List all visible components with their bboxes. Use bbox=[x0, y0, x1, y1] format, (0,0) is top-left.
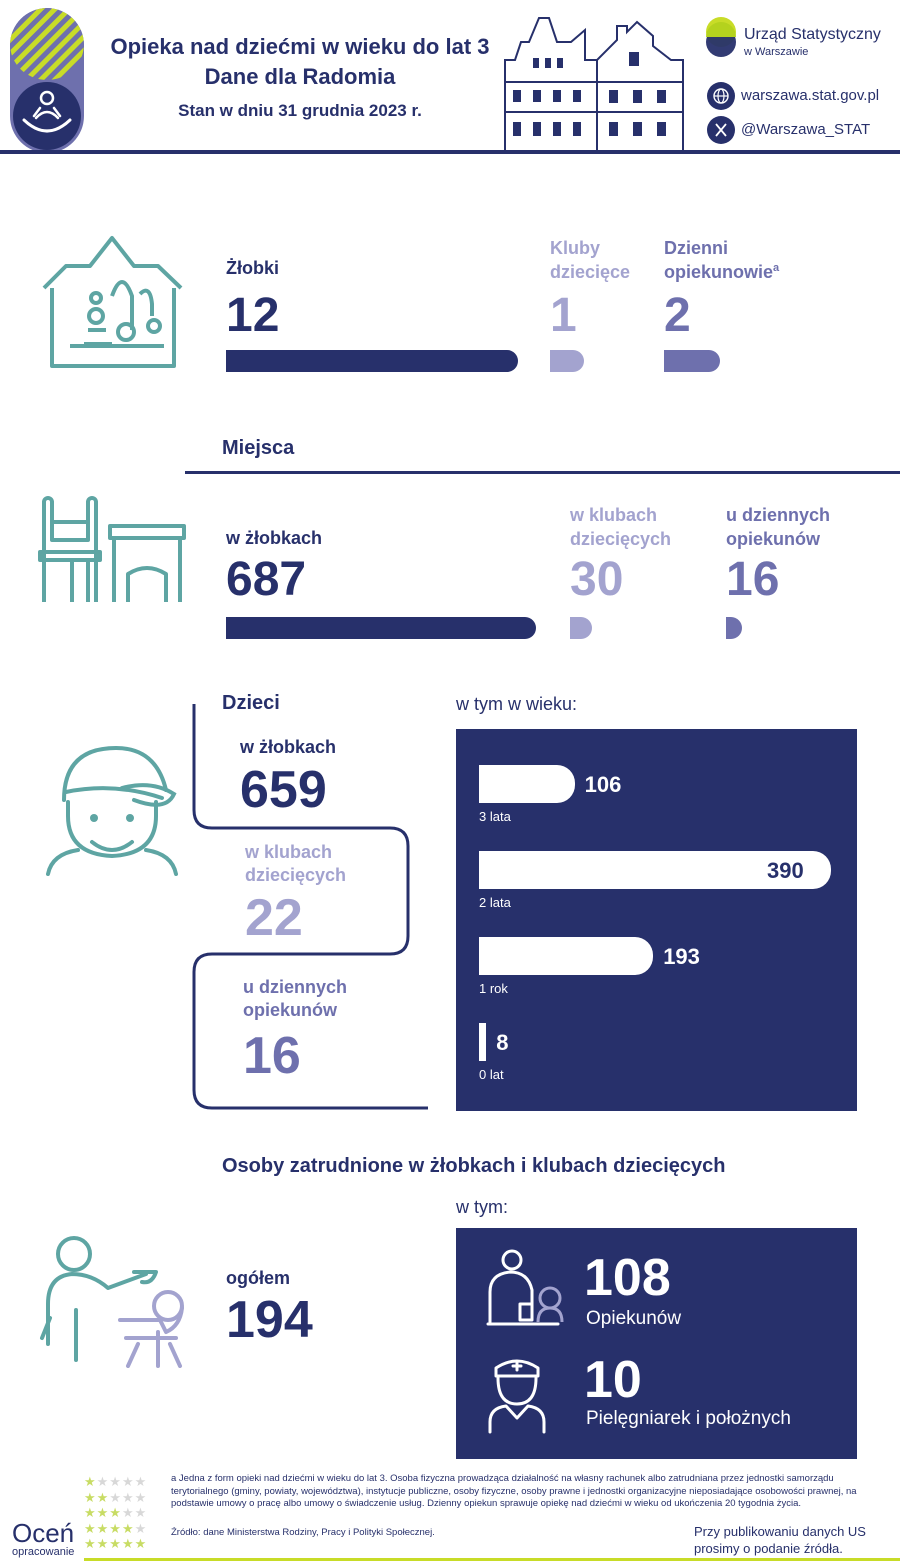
carer-feeding-child-icon bbox=[40, 1236, 184, 1368]
places-label-clubs-line2: dziecięcych bbox=[570, 529, 672, 549]
children-value-carers: 16 bbox=[243, 1027, 301, 1085]
website-link[interactable]: warszawa.stat.gov.pl bbox=[741, 87, 880, 104]
staff-total-label: ogółem bbox=[226, 1268, 291, 1288]
age-bar-label: 1 rok bbox=[479, 981, 508, 996]
age-bar bbox=[479, 937, 654, 975]
children-label-carers-line2: opiekunów bbox=[243, 1000, 337, 1020]
rate-subtitle: opracowanie bbox=[12, 1546, 75, 1558]
org-name: Urząd Statystyczny bbox=[744, 26, 881, 43]
children-label-carers-line1: u dziennych bbox=[243, 977, 348, 997]
rating-row-1[interactable]: ★★★★★ bbox=[84, 1474, 148, 1489]
nurses-value: 10 bbox=[584, 1351, 642, 1409]
page-title-line2: Dane dla Radomia bbox=[204, 64, 396, 89]
facility-label-clubs-line1: Kluby bbox=[550, 238, 601, 258]
places-heading: Miejsca bbox=[222, 437, 295, 459]
places-value-carers: 16 bbox=[726, 553, 780, 606]
places-label-nurseries: w żłobkach bbox=[226, 528, 323, 548]
places-label-carers-line2: opiekunów bbox=[726, 529, 820, 549]
children-label-nurseries: w żłobkach bbox=[240, 737, 337, 757]
facility-label-nurseries: Żłobki bbox=[226, 258, 279, 278]
rating-row-4[interactable]: ★★★★★ bbox=[84, 1520, 148, 1536]
org-city: w Warszawie bbox=[744, 46, 809, 58]
staff-sub-heading: w tym: bbox=[456, 1197, 508, 1217]
rate-title[interactable]: Oceń bbox=[12, 1518, 75, 1548]
facility-label-clubs-line2: dziecięce bbox=[550, 262, 631, 282]
header: Opieka nad dziećmi w wieku do lat 3 Dane… bbox=[0, 0, 900, 160]
facility-bar-clubs bbox=[550, 350, 584, 372]
statistics-office-logo-icon bbox=[706, 17, 736, 57]
publish-note-line2: prosimy o podanie źródła. bbox=[694, 1541, 843, 1556]
footer-lime-line bbox=[84, 1558, 900, 1561]
header-divider bbox=[0, 150, 900, 154]
source-text: Źródło: dane Ministerstwa Rodziny, Pracy… bbox=[171, 1527, 435, 1538]
places-bar-clubs bbox=[570, 617, 592, 639]
age-bar-value: 193 bbox=[663, 944, 700, 969]
children-label-clubs-line2: dziecięcych bbox=[245, 865, 347, 885]
staff-total-value: 194 bbox=[226, 1291, 313, 1349]
children-value-nurseries: 659 bbox=[240, 761, 327, 819]
globe-icon bbox=[707, 82, 735, 110]
footnote-marker: a bbox=[773, 262, 780, 274]
age-chart-heading: w tym w wieku: bbox=[456, 694, 578, 714]
page-title-line1: Opieka nad dziećmi w wieku do lat 3 bbox=[110, 34, 490, 59]
places-bar-carers bbox=[726, 617, 742, 639]
children-value-clubs: 22 bbox=[245, 889, 303, 947]
rating-row-5[interactable]: ★★★★★ bbox=[84, 1536, 148, 1551]
age-bar-value: 106 bbox=[584, 772, 622, 797]
places-value-clubs: 30 bbox=[570, 553, 624, 606]
carer-with-baby-icon bbox=[486, 1249, 564, 1326]
children-label-clubs-line1: w klubach bbox=[245, 842, 333, 862]
carers-label: Opiekunów bbox=[586, 1308, 682, 1329]
age-bar-label: 0 lat bbox=[479, 1067, 504, 1082]
places-bar-nurseries bbox=[226, 617, 536, 639]
town-hall-building-icon bbox=[495, 17, 691, 153]
rating-row-3[interactable]: ★★★★★ bbox=[84, 1505, 148, 1520]
rating-stars[interactable]: ★★★★★ ★★★★★ ★★★★★ ★★★★★ ★★★★★ bbox=[84, 1474, 166, 1552]
facility-value-clubs: 1 bbox=[550, 289, 577, 342]
facility-label-carers-text: opiekunowie bbox=[664, 262, 774, 282]
carers-value: 108 bbox=[584, 1249, 671, 1307]
facility-bar-nurseries bbox=[226, 350, 518, 372]
chair-and-table-icon bbox=[38, 496, 186, 602]
child-with-cap-icon bbox=[46, 745, 178, 876]
staff-heading: Osoby zatrudnione w żłobkach i klubach d… bbox=[222, 1155, 726, 1177]
nursery-building-icon bbox=[42, 236, 183, 368]
x-twitter-icon bbox=[707, 116, 735, 144]
nurse-icon bbox=[488, 1359, 546, 1434]
age-bar-value: 390 bbox=[767, 858, 804, 883]
facility-value-carers: 2 bbox=[664, 289, 691, 342]
age-chart-panel: 106 3 lata 390 2 lata 193 1 rok 8 0 lat bbox=[456, 729, 857, 1111]
age-bar bbox=[479, 1023, 487, 1061]
staff-panel: 108 Opiekunów 10 Pielęgniarek i położnyc… bbox=[456, 1228, 857, 1459]
age-bar-value: 8 bbox=[496, 1030, 509, 1055]
twitter-handle-link[interactable]: @Warszawa_STAT bbox=[741, 121, 871, 138]
facility-bar-carers bbox=[664, 350, 720, 372]
footnote-text: a Jedna z form opieki nad dziećmi w wiek… bbox=[171, 1473, 857, 1509]
age-bar bbox=[479, 851, 831, 889]
age-bar-label: 2 lata bbox=[479, 895, 511, 910]
age-bar-label: 3 lata bbox=[479, 809, 511, 824]
page-subtitle: Stan w dniu 31 grudnia 2023 r. bbox=[178, 101, 422, 120]
rating-row-2[interactable]: ★★★★★ bbox=[84, 1489, 148, 1505]
age-bar bbox=[479, 765, 575, 803]
places-label-clubs-line1: w klubach bbox=[570, 505, 658, 525]
children-bracket-lines bbox=[192, 704, 428, 1110]
facility-value-nurseries: 12 bbox=[226, 289, 280, 342]
childcare-logo-icon bbox=[10, 8, 84, 153]
publish-note-line1: Przy publikowaniu danych US bbox=[694, 1524, 866, 1539]
facility-label-carers-line1: Dzienni bbox=[664, 238, 729, 258]
facility-label-carers-line2: opiekunowiea bbox=[664, 262, 779, 283]
places-divider bbox=[185, 471, 900, 474]
places-value-nurseries: 687 bbox=[226, 553, 307, 606]
places-label-carers-line1: u dziennych bbox=[726, 505, 831, 525]
children-heading: Dzieci bbox=[222, 692, 280, 714]
nurses-label: Pielęgniarek i położnych bbox=[586, 1408, 791, 1429]
